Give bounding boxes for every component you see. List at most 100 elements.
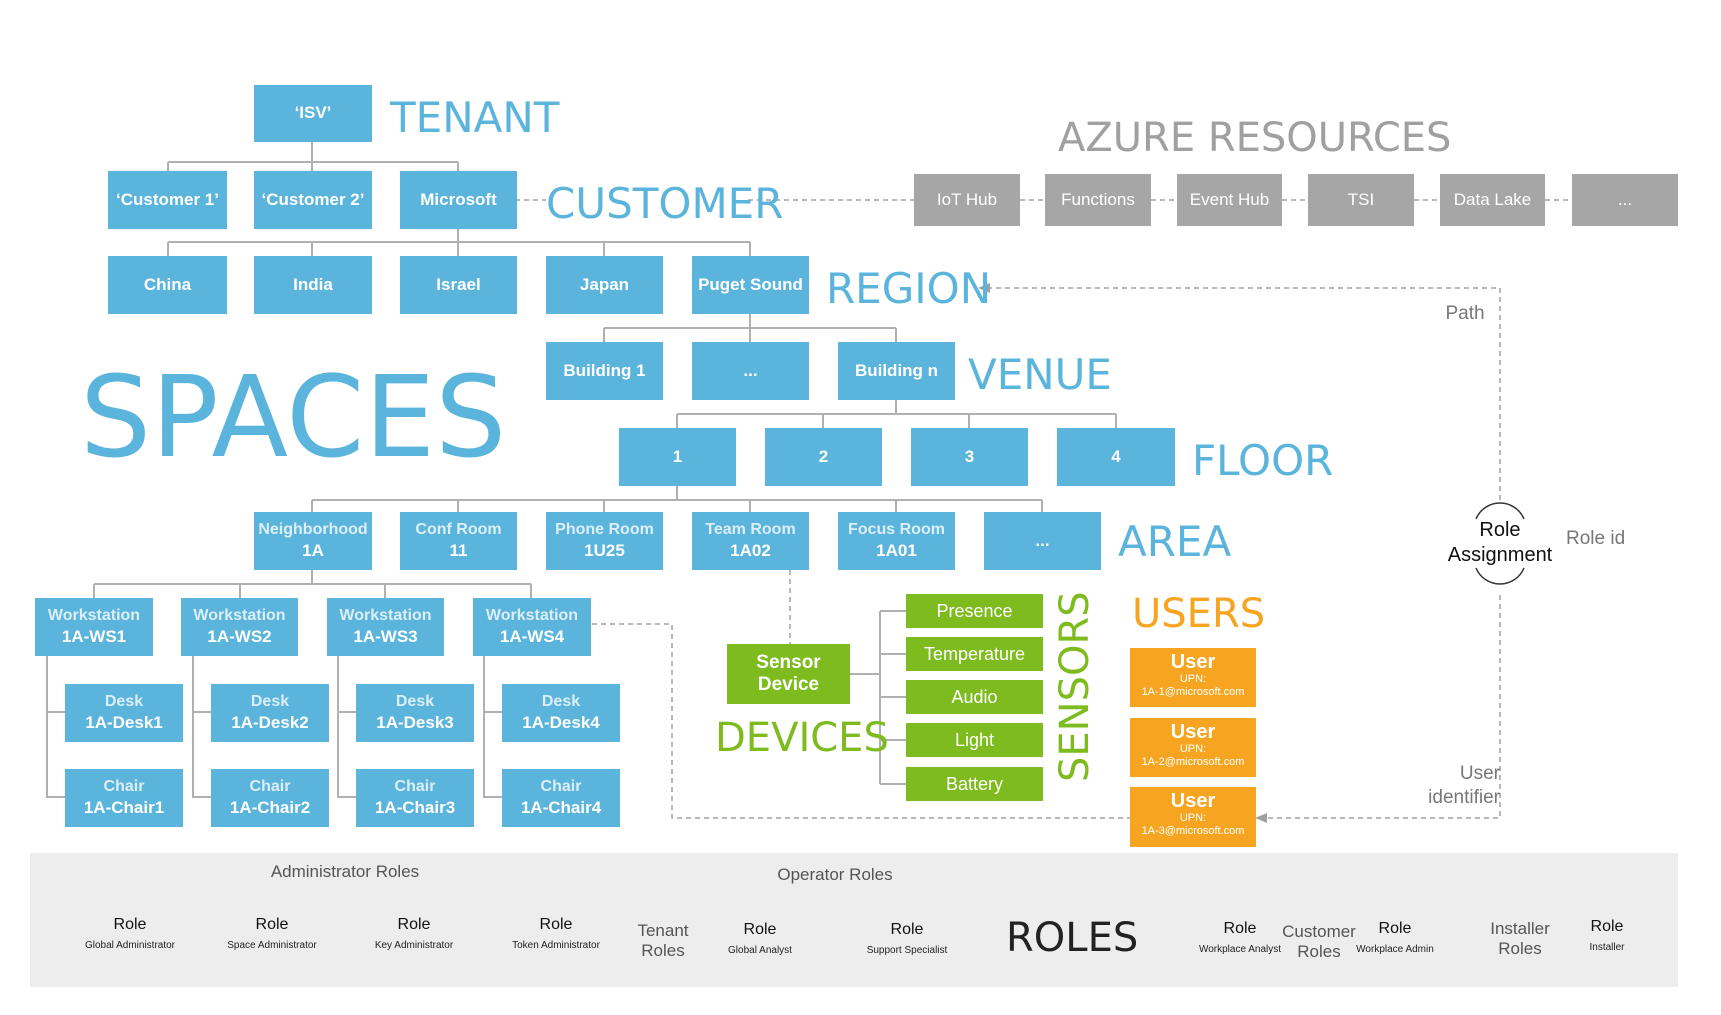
workstation-box[interactable]: Workstation 1A-WS2	[181, 598, 298, 656]
floor-box[interactable]: 3	[911, 428, 1028, 486]
desk-box[interactable]: Desk 1A-Desk4	[502, 684, 620, 742]
azure-resource[interactable]: ...	[1572, 174, 1678, 226]
azure-resource[interactable]: TSI	[1308, 174, 1414, 226]
sensor-device-box[interactable]: Sensor Device	[727, 644, 850, 704]
tenant-tier-label: TENANT	[390, 93, 560, 142]
area-type: Neighborhood	[258, 520, 368, 538]
role-name[interactable]: Token Administrator	[512, 940, 600, 951]
region-box[interactable]: Puget Sound	[692, 256, 809, 314]
area-box[interactable]: Focus Room 1A01	[838, 512, 955, 570]
workstation-box[interactable]: Workstation 1A-WS1	[35, 598, 153, 656]
azure-resource[interactable]: IoT Hub	[914, 174, 1020, 226]
device-line-2: Device	[757, 674, 820, 695]
azure-resource-label: TSI	[1347, 190, 1375, 209]
customer-box[interactable]: Microsoft	[400, 171, 517, 229]
chair-box[interactable]: Chair 1A-Chair1	[65, 769, 183, 827]
user-upn-label: UPN:	[1179, 673, 1207, 685]
floor-name: 3	[964, 446, 975, 466]
azure-resource-label: ...	[1617, 190, 1633, 209]
user-title: User	[1170, 651, 1216, 673]
user-identifier-note: User identifier	[1390, 762, 1500, 810]
desk-box[interactable]: Desk 1A-Desk3	[356, 684, 474, 742]
user-upn-label: UPN:	[1179, 743, 1207, 755]
azure-resource-label: Functions	[1061, 190, 1135, 209]
floor-box[interactable]: 4	[1057, 428, 1175, 486]
region-box[interactable]: India	[254, 256, 372, 314]
user-box[interactable]: User UPN: 1A-3@microsoft.com	[1130, 787, 1256, 847]
desk-type: Desk	[395, 692, 435, 710]
sensor-box[interactable]: Temperature	[906, 637, 1043, 671]
region-box[interactable]: China	[108, 256, 227, 314]
sensor-box[interactable]: Audio	[906, 680, 1043, 714]
devices-tier-label: DEVICES	[715, 715, 889, 761]
azure-resource[interactable]: Functions	[1045, 174, 1151, 226]
chair-type: Chair	[249, 777, 291, 795]
user-title: User	[1170, 790, 1216, 812]
desk-box[interactable]: Desk 1A-Desk1	[65, 684, 183, 742]
role-name[interactable]: Global Administrator	[84, 940, 176, 951]
role-name[interactable]: Installer	[1589, 942, 1625, 953]
venue-tier-label: VENUE	[968, 350, 1112, 399]
customer-box[interactable]: ‘Customer 2’	[254, 171, 372, 229]
azure-resource[interactable]: Data Lake	[1440, 174, 1545, 226]
area-type: ...	[1035, 530, 1050, 550]
installer-roles-label: Installer Roles	[1480, 919, 1560, 960]
sensor-box[interactable]: Light	[906, 723, 1043, 757]
workstation-type: Workstation	[193, 606, 286, 624]
desk-id: 1A-Desk3	[376, 713, 454, 733]
tenant-roles-line-1: Tenant	[637, 921, 689, 940]
region-box[interactable]: Japan	[546, 256, 663, 314]
workstation-box[interactable]: Workstation 1A-WS4	[473, 598, 591, 656]
workstation-box[interactable]: Workstation 1A-WS3	[327, 598, 444, 656]
role-assignment[interactable]: Role Assignment	[1440, 518, 1560, 568]
users-tier-label: USERS	[1132, 591, 1266, 637]
region-box[interactable]: Israel	[400, 256, 517, 314]
user-box[interactable]: User UPN: 1A-1@microsoft.com	[1130, 648, 1256, 707]
venue-box[interactable]: ...	[692, 342, 809, 400]
floor-box[interactable]: 1	[619, 428, 736, 486]
role-word: Role	[539, 916, 573, 933]
floor-box[interactable]: 2	[765, 428, 882, 486]
azure-resources-title: AZURE RESOURCES	[1058, 115, 1452, 161]
region-name: Israel	[436, 274, 481, 294]
tenant-box[interactable]: ‘ISV’	[254, 85, 372, 142]
area-box[interactable]: Phone Room 1U25	[546, 512, 663, 570]
desk-type: Desk	[541, 692, 581, 710]
role-name[interactable]: Key Administrator	[374, 940, 454, 951]
chair-id: 1A-Chair3	[374, 798, 456, 818]
customer-name: ‘Customer 2’	[261, 189, 365, 209]
area-box[interactable]: ...	[984, 512, 1101, 570]
role-name[interactable]: Support Specialist	[866, 945, 948, 956]
role-name[interactable]: Workplace Admin	[1356, 944, 1434, 955]
azure-resource[interactable]: Event Hub	[1177, 174, 1282, 226]
user-box[interactable]: User UPN: 1A-2@microsoft.com	[1130, 718, 1256, 777]
user-identifier-line-1: User	[1459, 763, 1500, 784]
chair-box[interactable]: Chair 1A-Chair3	[356, 769, 474, 827]
region-name: India	[293, 274, 333, 294]
venue-name: Building n	[854, 360, 939, 380]
customer-box[interactable]: ‘Customer 1’	[108, 171, 227, 229]
tenant-roles-label: Tenant Roles	[630, 921, 696, 962]
area-box[interactable]: Team Room 1A02	[692, 512, 809, 570]
chair-type: Chair	[103, 777, 145, 795]
sensor-box[interactable]: Presence	[906, 594, 1043, 628]
customer-name: ‘Customer 1’	[116, 189, 219, 209]
workstation-type: Workstation	[485, 606, 579, 624]
venue-box[interactable]: Building n	[838, 342, 955, 400]
user-identifier-line-2: identifier	[1428, 786, 1500, 808]
sensor-box[interactable]: Battery	[906, 767, 1043, 801]
floor-name: 2	[818, 446, 829, 466]
area-box[interactable]: Neighborhood 1A	[254, 512, 372, 570]
role-assignment-line-2: Assignment	[1447, 544, 1553, 566]
desk-box[interactable]: Desk 1A-Desk2	[211, 684, 329, 742]
venue-box[interactable]: Building 1	[546, 342, 663, 400]
area-box[interactable]: Conf Room 11	[400, 512, 517, 570]
role-name[interactable]: Workplace Analyst	[1198, 944, 1282, 955]
customer-roles-line-1: Customer	[1282, 922, 1356, 941]
chair-box[interactable]: Chair 1A-Chair4	[502, 769, 620, 827]
customer-roles-label: Customer Roles	[1276, 922, 1362, 963]
role-name[interactable]: Space Administrator	[227, 940, 317, 951]
installer-roles-line-2: Roles	[1498, 939, 1542, 959]
chair-box[interactable]: Chair 1A-Chair2	[211, 769, 329, 827]
role-name[interactable]: Global Analyst	[728, 945, 792, 956]
